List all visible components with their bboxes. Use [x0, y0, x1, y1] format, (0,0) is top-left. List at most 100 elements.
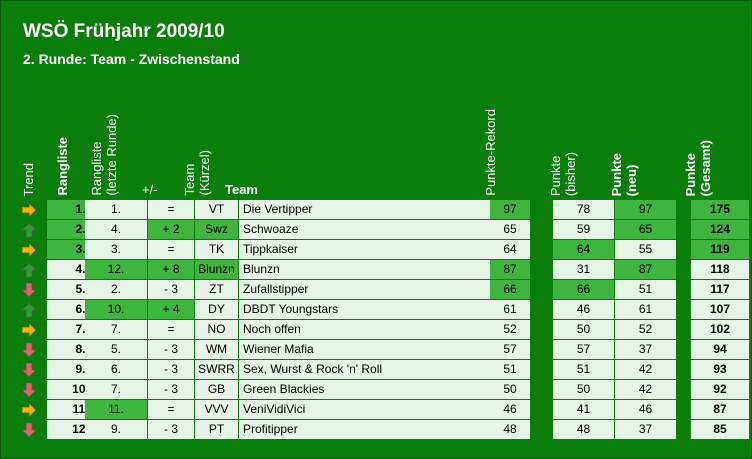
previous-rank-cell: 7. [85, 380, 147, 399]
points-new-cell: 61 [615, 300, 676, 319]
points-total-cell: 175 [691, 200, 749, 219]
team-name-cell: Noch offen [239, 320, 490, 339]
points-new-cell: 55 [615, 240, 676, 259]
team-name-cell: Profitipper [239, 420, 490, 439]
points-before-cell: 41 [553, 400, 614, 419]
team-abbr-cell: SWRR [195, 360, 238, 379]
arrow-up-icon [21, 262, 37, 278]
header-punkte-rekord: Punkte-Rekord [483, 109, 498, 196]
points-before-cell: 59 [553, 220, 614, 239]
points-new-cell: 65 [615, 220, 676, 239]
diff-cell: = [148, 400, 194, 419]
diff-cell: - 3 [148, 340, 194, 359]
team-abbr-cell: ZT [195, 280, 238, 299]
table-row: 10. 7. - 3 GB Green Blackies 50 50 42 92 [19, 380, 749, 400]
points-new-cell: 37 [615, 420, 676, 439]
points-before-cell: 48 [553, 420, 614, 439]
points-new-cell: 51 [615, 280, 676, 299]
points-new-cell: 52 [615, 320, 676, 339]
previous-rank-cell: 2. [85, 280, 147, 299]
points-before-cell: 31 [553, 260, 614, 279]
page-title: WSÖ Frühjahr 2009/10 [23, 21, 225, 42]
diff-cell: = [148, 320, 194, 339]
arrow-down-icon [21, 282, 37, 298]
team-abbr-cell: DY [195, 300, 238, 319]
table-row: 4. 12. + 8 Blunzn Blunzn 87 31 87 118 [19, 260, 749, 280]
points-total-cell: 92 [691, 380, 749, 399]
points-before-cell: 57 [553, 340, 614, 359]
arrow-down-icon [21, 362, 37, 378]
header-rangliste-letzte: Rangliste (letzte Runde) [89, 114, 119, 196]
points-total-cell: 93 [691, 360, 749, 379]
record-points-cell: 97 [490, 200, 530, 219]
header-trend: Trend [21, 162, 36, 196]
points-total-cell: 94 [691, 340, 749, 359]
table-row: 3. 3. = TK Tippkaiser 64 64 55 119 [19, 240, 749, 260]
points-total-cell: 119 [691, 240, 749, 259]
table-row: 8. 5. - 3 WM Wiener Mafia 57 57 37 94 [19, 340, 749, 360]
diff-cell: = [148, 200, 194, 219]
diff-cell: - 3 [148, 420, 194, 439]
points-before-cell: 78 [553, 200, 614, 219]
points-before-cell: 66 [553, 280, 614, 299]
table-row: 12. 9. - 3 PT Profitipper 48 48 37 85 [19, 420, 749, 440]
points-before-cell: 46 [553, 300, 614, 319]
header-punkte-bisher: Punkte (bisher) [548, 151, 578, 196]
points-before-cell: 51 [553, 360, 614, 379]
table-row: 9. 6. - 3 SWRR Sex, Wurst & Rock 'n' Roll 51 5… [19, 360, 749, 380]
points-new-cell: 97 [615, 200, 676, 219]
previous-rank-cell: 7. [85, 320, 147, 339]
header-plusminus: +/- [142, 182, 158, 197]
previous-rank-cell: 3. [85, 240, 147, 259]
points-new-cell: 87 [615, 260, 676, 279]
diff-cell: - 3 [148, 280, 194, 299]
points-before-cell: 50 [553, 380, 614, 399]
record-points-cell: 57 [490, 340, 530, 359]
team-abbr-cell: TK [195, 240, 238, 259]
record-points-cell: 65 [490, 220, 530, 239]
record-points-cell: 51 [490, 360, 530, 379]
arrow-right-icon [21, 202, 37, 218]
table-row: 11. 11. = VVV VeniVidiVici 46 41 46 87 [19, 400, 749, 420]
points-new-cell: 37 [615, 340, 676, 359]
previous-rank-cell: 12. [85, 260, 147, 279]
arrow-right-icon [21, 242, 37, 258]
record-points-cell: 87 [490, 260, 530, 279]
record-points-cell: 66 [490, 280, 530, 299]
arrow-down-icon [21, 382, 37, 398]
table-row: 1. 1. = VT Die Vertipper 97 78 97 175 [19, 200, 749, 220]
team-abbr-cell: VVV [195, 400, 238, 419]
team-name-cell: DBDT Youngstars [239, 300, 490, 319]
team-abbr-cell: Swz [195, 220, 238, 239]
arrow-down-icon [21, 422, 37, 438]
points-before-cell: 50 [553, 320, 614, 339]
points-total-cell: 87 [691, 400, 749, 419]
points-total-cell: 118 [691, 260, 749, 279]
points-new-cell: 42 [615, 360, 676, 379]
previous-rank-cell: 5. [85, 340, 147, 359]
team-name-cell: Sex, Wurst & Rock 'n' Roll [239, 360, 490, 379]
diff-cell: + 2 [148, 220, 194, 239]
previous-rank-cell: 6. [85, 360, 147, 379]
header-punkte-neu: Punkte (neu) [609, 152, 639, 196]
table-row: 5. 2. - 3 ZT Zufallstipper 66 66 51 117 [19, 280, 749, 300]
arrow-down-icon [21, 342, 37, 358]
team-abbr-cell: VT [195, 200, 238, 219]
record-points-cell: 48 [490, 420, 530, 439]
team-name-cell: Die Vertipper [239, 200, 490, 219]
record-points-cell: 52 [490, 320, 530, 339]
diff-cell: = [148, 240, 194, 259]
arrow-up-icon [21, 222, 37, 238]
team-name-cell: Green Blackies [239, 380, 490, 399]
previous-rank-cell: 10. [85, 300, 147, 319]
team-name-cell: Blunzn [239, 260, 490, 279]
points-new-cell: 42 [615, 380, 676, 399]
record-points-cell: 64 [490, 240, 530, 259]
team-abbr-cell: GB [195, 380, 238, 399]
diff-cell: - 3 [148, 380, 194, 399]
team-name-cell: Zufallstipper [239, 280, 490, 299]
team-name-cell: Tippkaiser [239, 240, 490, 259]
table-row: 7. 7. = NO Noch offen 52 50 52 102 [19, 320, 749, 340]
diff-cell: + 8 [148, 260, 194, 279]
